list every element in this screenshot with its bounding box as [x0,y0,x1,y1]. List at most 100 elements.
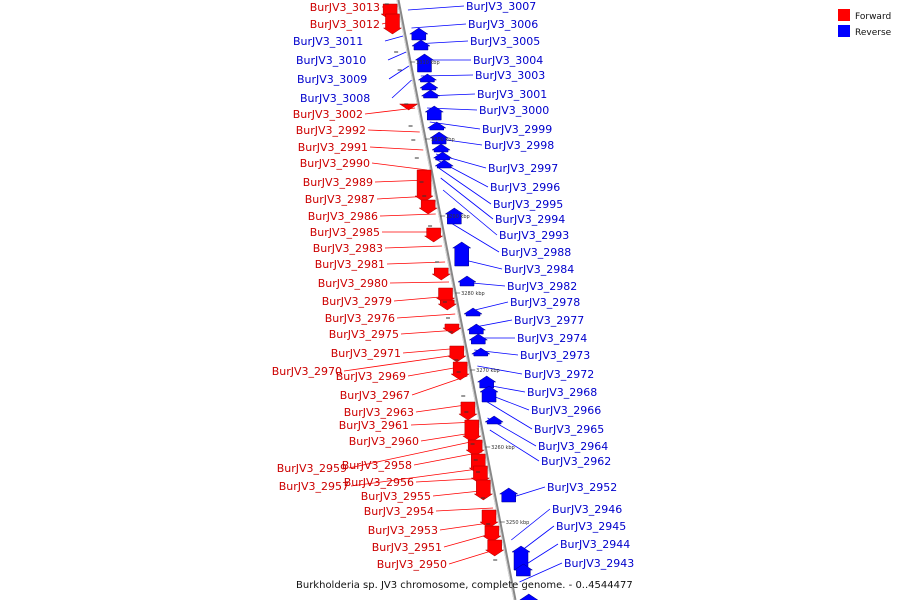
gene-label-reverse[interactable]: BurJV3_2964 [538,440,608,453]
gene-label-forward[interactable]: BurJV3_2971 [331,347,401,360]
gene-label-forward[interactable]: BurJV3_3013 [310,1,380,14]
gene-label-forward[interactable]: BurJV3_3002 [293,108,363,121]
gene-label-reverse[interactable]: BurJV3_3009 [297,73,367,86]
gene-reverse[interactable] [479,385,499,403]
gene-label-reverse[interactable]: BurJV3_3006 [468,18,538,31]
gene-reverse[interactable] [420,89,441,99]
gene-label-forward[interactable]: BurJV3_2983 [313,242,383,255]
gene-label-forward[interactable]: BurJV3_3012 [310,18,380,31]
gene-label-reverse[interactable]: BurJV3_2952 [547,481,617,494]
gene-forward[interactable] [398,103,419,111]
gene-label-reverse[interactable]: BurJV3_3010 [296,54,366,67]
gene-label-reverse[interactable]: BurJV3_2998 [484,139,554,152]
gene-reverse[interactable] [457,275,477,287]
gene-reverse[interactable] [429,131,449,145]
gene-reverse[interactable] [519,593,539,600]
gene-label-reverse[interactable]: BurJV3_2962 [541,455,611,468]
gene-reverse[interactable] [434,159,455,169]
gene-label-reverse[interactable]: BurJV3_3004 [473,54,543,67]
gene-label-reverse[interactable]: BurJV3_3000 [479,104,549,117]
gene-label-reverse[interactable]: BurJV3_2993 [499,229,569,242]
gene-forward[interactable] [382,13,403,35]
gene-label-forward[interactable]: BurJV3_2976 [325,312,395,325]
gene-label-forward[interactable]: BurJV3_2979 [322,295,392,308]
gene-reverse[interactable] [432,151,453,161]
gene-forward[interactable] [479,509,499,529]
gene-label-reverse[interactable]: BurJV3_2988 [501,246,571,259]
gene-reverse[interactable] [417,73,438,83]
gene-label-forward[interactable]: BurJV3_2981 [315,258,385,271]
gene-label-forward[interactable]: BurJV3_2958 [342,459,412,472]
gene-label-forward[interactable]: BurJV3_2992 [296,124,366,137]
gene-label-reverse[interactable]: BurJV3_2999 [482,123,552,136]
gene-label-forward[interactable]: BurJV3_2969 [336,370,406,383]
gene-label-forward[interactable]: BurJV3_2954 [364,505,434,518]
gene-reverse[interactable] [513,563,534,577]
gene-label-reverse[interactable]: BurJV3_2966 [531,404,601,417]
gene-reverse[interactable] [468,333,489,345]
gene-label-forward[interactable]: BurJV3_2956 [344,476,414,489]
gene-label-forward[interactable]: BurJV3_2959 [277,462,347,475]
gene-label-forward[interactable]: BurJV3_2967 [340,389,410,402]
gene-label-reverse[interactable]: BurJV3_2945 [556,520,626,533]
gene-reverse[interactable] [476,375,497,389]
gene-label-reverse[interactable]: BurJV3_2968 [527,386,597,399]
gene-label-reverse[interactable]: BurJV3_2995 [493,198,563,211]
gene-forward[interactable] [418,199,438,215]
gene-label-reverse[interactable]: BurJV3_2977 [514,314,584,327]
gene-forward[interactable] [473,479,494,501]
gene-forward[interactable] [437,299,458,311]
gene-label-forward[interactable]: BurJV3_2955 [361,490,431,503]
gene-reverse[interactable] [466,323,487,335]
gene-label-forward[interactable]: BurJV3_2961 [339,419,409,432]
gene-label-forward[interactable]: BurJV3_2986 [308,210,378,223]
gene-label-forward[interactable]: BurJV3_2989 [303,176,373,189]
gene-reverse[interactable] [451,241,472,267]
gene-label-reverse[interactable]: BurJV3_2994 [495,213,565,226]
gene-label-reverse[interactable]: BurJV3_2965 [534,423,604,436]
gene-forward[interactable] [462,419,482,443]
gene-label-forward[interactable]: BurJV3_2975 [329,328,399,341]
gene-label-reverse[interactable]: BurJV3_3005 [470,35,540,48]
gene-forward[interactable] [450,361,470,381]
gene-reverse[interactable] [498,487,519,503]
gene-label-forward[interactable]: BurJV3_2980 [318,277,388,290]
gene-label-reverse[interactable]: BurJV3_2997 [488,162,558,175]
gene-reverse[interactable] [411,39,431,51]
gene-label-reverse[interactable]: BurJV3_2944 [560,538,630,551]
gene-label-forward[interactable]: BurJV3_2963 [344,406,414,419]
gene-label-forward[interactable]: BurJV3_2970 [272,365,342,378]
gene-label-forward[interactable]: BurJV3_2960 [349,435,419,448]
gene-forward[interactable] [442,323,462,335]
gene-label-reverse[interactable]: BurJV3_2943 [564,557,634,570]
gene-forward[interactable] [431,267,452,281]
gene-label-forward[interactable]: BurJV3_2953 [368,524,438,537]
gene-label-forward[interactable]: BurJV3_2990 [300,157,370,170]
gene-label-reverse[interactable]: BurJV3_3001 [477,88,547,101]
gene-reverse[interactable] [426,121,447,131]
gene-label-reverse[interactable]: BurJV3_2946 [552,503,622,516]
gene-label-forward[interactable]: BurJV3_2985 [310,226,380,239]
gene-label-reverse[interactable]: BurJV3_3007 [466,0,536,13]
gene-reverse[interactable] [431,143,451,153]
gene-forward[interactable] [458,401,478,421]
gene-reverse[interactable] [444,207,465,225]
gene-forward[interactable] [465,439,485,457]
gene-forward[interactable] [423,227,444,243]
gene-label-forward[interactable]: BurJV3_2987 [305,193,375,206]
gene-reverse[interactable] [463,307,483,317]
gene-label-reverse[interactable]: BurJV3_2974 [517,332,587,345]
gene-reverse[interactable] [484,415,504,425]
gene-label-reverse[interactable]: BurJV3_2984 [504,263,574,276]
gene-label-forward[interactable]: BurJV3_2991 [298,141,368,154]
gene-reverse[interactable] [424,105,445,121]
gene-reverse[interactable] [414,53,435,73]
gene-reverse[interactable] [419,81,439,91]
gene-forward[interactable] [414,169,434,203]
gene-forward[interactable] [484,539,505,557]
gene-label-reverse[interactable]: BurJV3_2972 [524,368,594,381]
gene-label-forward[interactable]: BurJV3_2950 [377,558,447,571]
gene-label-reverse[interactable]: BurJV3_2996 [490,181,560,194]
gene-label-reverse[interactable]: BurJV3_2978 [510,296,580,309]
gene-forward[interactable] [482,525,502,543]
